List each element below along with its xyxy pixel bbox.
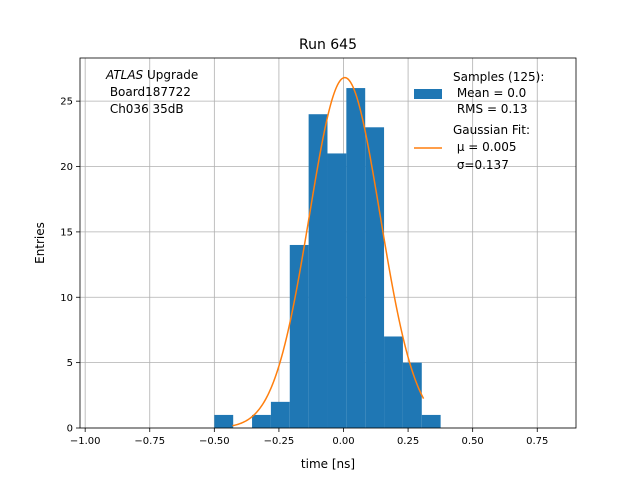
x-tick-label-2: −0.50 bbox=[199, 436, 230, 447]
x-tick-label-5: 0.25 bbox=[397, 436, 419, 447]
y-axis-ticks: 0 5 10 15 20 25 bbox=[60, 97, 80, 435]
atlas-label: ATLAS bbox=[105, 68, 144, 82]
histogram-bar-11 bbox=[421, 414, 441, 428]
chart-title: Run 645 bbox=[299, 37, 357, 53]
x-tick-label-0: −1.00 bbox=[70, 436, 101, 447]
histogram-bar-7 bbox=[346, 88, 366, 428]
histogram-bar-0 bbox=[214, 414, 234, 428]
legend-fit-line-1: Gaussian Fit: bbox=[453, 123, 530, 137]
plot-frame bbox=[79, 57, 577, 429]
y-tick-label-4: 20 bbox=[60, 162, 73, 173]
legend-hist-line-3: RMS = 0.13 bbox=[453, 102, 528, 116]
upgrade-label: Upgrade bbox=[143, 68, 198, 82]
histogram-bar-9 bbox=[384, 336, 403, 428]
legend-histogram-swatch bbox=[414, 89, 442, 99]
y-tick-label-0: 0 bbox=[67, 424, 73, 435]
legend: Samples (125): Mean = 0.0 RMS = 0.13 Gau… bbox=[414, 70, 544, 172]
legend-hist-line-1: Samples (125): bbox=[453, 70, 544, 84]
y-tick-label-1: 5 bbox=[67, 358, 73, 369]
histogram-bars bbox=[214, 88, 441, 429]
y-axis-label: Entries bbox=[33, 222, 47, 264]
x-tick-label-6: 0.50 bbox=[462, 436, 484, 447]
histogram-bar-10 bbox=[402, 362, 422, 428]
gaussian-fit-curve bbox=[232, 76, 425, 427]
x-tick-label-3: −0.25 bbox=[264, 436, 295, 447]
histogram-bar-8 bbox=[365, 127, 385, 429]
atlas-annotation: ATLAS Upgrade Board187722 Ch036 35dB bbox=[105, 68, 198, 116]
x-tick-label-4: 0.00 bbox=[332, 436, 354, 447]
y-tick-label-5: 25 bbox=[60, 97, 73, 108]
legend-fit-line-2: μ = 0.005 bbox=[453, 140, 517, 154]
y-tick-label-3: 15 bbox=[60, 227, 73, 238]
histogram-bar-4 bbox=[289, 244, 309, 428]
channel-label: Ch036 35dB bbox=[106, 102, 184, 116]
legend-hist-line-2: Mean = 0.0 bbox=[453, 86, 526, 100]
y-tick-label-2: 10 bbox=[60, 293, 73, 304]
legend-fit-line-3: σ=0.137 bbox=[453, 158, 509, 172]
board-label: Board187722 bbox=[106, 85, 191, 99]
histogram-bar-2 bbox=[252, 414, 271, 428]
histogram-bar-3 bbox=[270, 401, 290, 428]
x-tick-label-1: −0.75 bbox=[134, 436, 165, 447]
histogram-bar-6 bbox=[327, 153, 347, 428]
svg-text:ATLAS Upgrade: ATLAS Upgrade bbox=[105, 68, 198, 82]
x-axis-label: time [ns] bbox=[301, 457, 355, 471]
x-tick-label-7: 0.75 bbox=[526, 436, 548, 447]
x-axis-ticks: −1.00 −0.75 −0.50 −0.25 0.00 0.25 0.50 0.75 bbox=[70, 428, 548, 447]
